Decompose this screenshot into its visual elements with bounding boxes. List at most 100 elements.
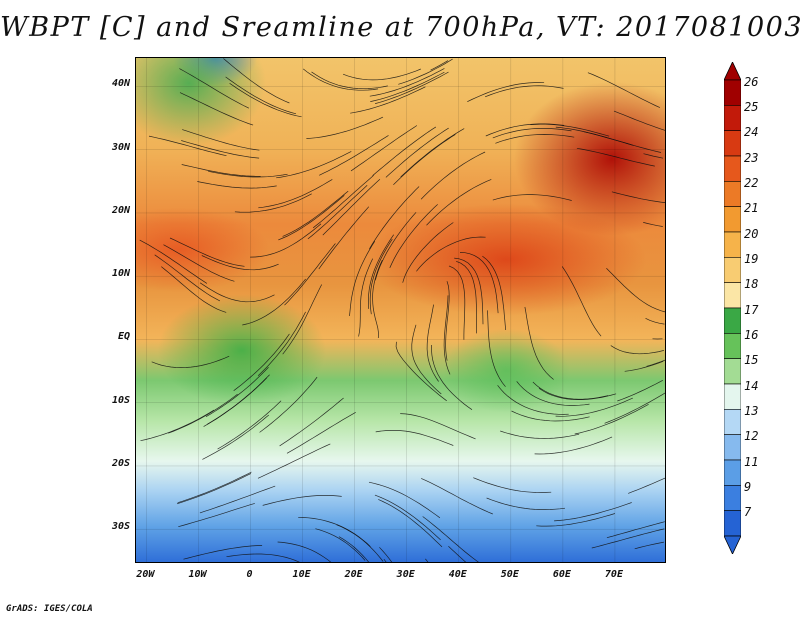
- lon-tick-label: 50E: [500, 569, 519, 580]
- colorbar-segment: [724, 105, 741, 131]
- colorbar-label: 26: [744, 74, 759, 89]
- colorbar-segment: [724, 79, 741, 106]
- streamline: [322, 178, 381, 236]
- lon-tick-label: 70E: [604, 569, 623, 580]
- streamline: [486, 497, 566, 510]
- streamline: [554, 502, 632, 522]
- streamline: [242, 278, 306, 326]
- streamline: [538, 388, 617, 401]
- streamline: [368, 481, 441, 519]
- streamline: [378, 499, 443, 548]
- streamline: [181, 140, 260, 159]
- map-plot-area: [135, 57, 666, 563]
- streamline: [183, 545, 263, 560]
- streamline: [606, 521, 665, 539]
- streamline: [163, 244, 235, 282]
- lat-tick-label: 40N: [111, 78, 130, 90]
- colorbar-segment: [724, 510, 741, 537]
- streamline: [536, 513, 616, 527]
- streamline: [258, 179, 333, 209]
- streamline: [379, 547, 393, 562]
- streamline: [262, 495, 342, 506]
- colorbar-bottom-arrow: [724, 535, 741, 554]
- streamline: [259, 376, 318, 433]
- streamline: [179, 92, 254, 126]
- colorbar-label: 24: [744, 125, 759, 140]
- lat-tick-label: EQ: [117, 331, 130, 343]
- streamline: [473, 477, 552, 493]
- streamline: [389, 204, 438, 268]
- chart-title: WBPT [C] and Sreamline at 700hPa, VT: 20…: [0, 12, 800, 43]
- lon-tick-label: 20E: [344, 569, 363, 580]
- colorbar-label: 7: [744, 505, 752, 520]
- lat-tick-label: 20S: [111, 457, 130, 469]
- streamline: [398, 58, 453, 85]
- streamline: [315, 528, 366, 561]
- colorbar-label: 23: [744, 150, 759, 165]
- streamline: [530, 123, 610, 137]
- streamline: [350, 86, 426, 114]
- lon-tick-label: 10W: [188, 569, 207, 580]
- streamline: [500, 430, 580, 439]
- streamline: [425, 558, 429, 562]
- colorbar-label: 20: [744, 226, 759, 241]
- streamline: [532, 381, 609, 400]
- streamline: [416, 236, 486, 272]
- streamline: [492, 194, 572, 201]
- streamline: [555, 397, 633, 417]
- streamline: [487, 310, 506, 387]
- colorbar-segment: [724, 383, 741, 410]
- lon-tick-label: 0: [246, 569, 253, 580]
- streamline: [443, 295, 451, 375]
- lat-tick-label: 10S: [111, 394, 130, 406]
- streamline: [168, 393, 238, 434]
- streamline: [229, 83, 302, 118]
- streamline: [606, 268, 665, 313]
- streamline: [154, 254, 221, 302]
- streamline: [420, 151, 486, 200]
- streamline: [169, 237, 245, 267]
- streamline: [307, 185, 368, 240]
- streamline: [374, 212, 417, 281]
- streamline: [402, 222, 454, 283]
- streamline: [349, 241, 376, 317]
- streamline: [358, 258, 374, 337]
- colorbar-segment: [724, 206, 741, 233]
- streamline: [372, 260, 383, 339]
- streamline: [350, 125, 418, 172]
- streamline: [431, 345, 473, 410]
- streamline: [617, 379, 663, 402]
- streamline: [456, 260, 477, 334]
- streamline: [179, 68, 250, 109]
- colorbar-label: 11: [744, 454, 759, 469]
- streamline: [205, 366, 269, 418]
- streamline: [426, 179, 492, 226]
- streamline: [643, 153, 664, 159]
- lon-tick-label: 30E: [396, 569, 415, 580]
- colorbar-segment: [724, 333, 741, 359]
- streamline: [484, 85, 564, 98]
- streamline: [430, 60, 449, 71]
- streamline: [645, 317, 665, 325]
- streamline: [217, 400, 282, 450]
- streamline: [604, 392, 665, 424]
- streamline: [199, 485, 276, 514]
- streamline: [178, 503, 255, 528]
- streamline: [511, 410, 590, 422]
- lon-tick-label: 60E: [552, 569, 571, 580]
- streamline: [312, 175, 374, 229]
- streamline: [624, 360, 664, 372]
- streamline: [482, 255, 507, 331]
- colorbar-segment: [724, 231, 741, 258]
- streamline: [199, 282, 275, 303]
- streamline: [336, 524, 384, 562]
- streamline: [448, 265, 466, 340]
- streamline: [148, 135, 227, 157]
- streamline: [277, 541, 332, 562]
- streamline: [574, 403, 649, 435]
- streamline: [516, 381, 590, 406]
- streamline: [383, 558, 387, 562]
- streamline: [400, 128, 465, 178]
- colorbar-label: 18: [744, 277, 759, 292]
- streamline: [591, 528, 665, 549]
